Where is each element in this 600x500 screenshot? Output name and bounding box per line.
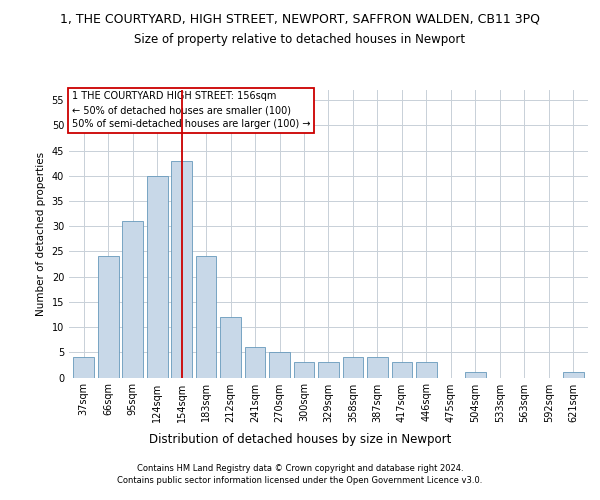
Bar [147, 176, 167, 378]
Bar [563, 372, 584, 378]
Bar [122, 221, 143, 378]
Bar [416, 362, 437, 378]
Text: 1 THE COURTYARD HIGH STREET: 156sqm
← 50% of detached houses are smaller (100)
5: 1 THE COURTYARD HIGH STREET: 156sqm ← 50… [71, 92, 310, 130]
Text: Contains HM Land Registry data © Crown copyright and database right 2024.: Contains HM Land Registry data © Crown c… [137, 464, 463, 473]
Bar [293, 362, 314, 378]
Bar [220, 317, 241, 378]
Bar [465, 372, 486, 378]
Text: Size of property relative to detached houses in Newport: Size of property relative to detached ho… [134, 32, 466, 46]
Bar [367, 358, 388, 378]
Bar [318, 362, 339, 378]
Bar [73, 358, 94, 378]
Text: 1, THE COURTYARD, HIGH STREET, NEWPORT, SAFFRON WALDEN, CB11 3PQ: 1, THE COURTYARD, HIGH STREET, NEWPORT, … [60, 12, 540, 26]
Text: Distribution of detached houses by size in Newport: Distribution of detached houses by size … [149, 432, 451, 446]
Bar [269, 352, 290, 378]
Bar [343, 358, 364, 378]
Text: Contains public sector information licensed under the Open Government Licence v3: Contains public sector information licen… [118, 476, 482, 485]
Y-axis label: Number of detached properties: Number of detached properties [36, 152, 46, 316]
Bar [171, 160, 192, 378]
Bar [245, 347, 265, 378]
Bar [392, 362, 412, 378]
Bar [196, 256, 217, 378]
Bar [98, 256, 119, 378]
